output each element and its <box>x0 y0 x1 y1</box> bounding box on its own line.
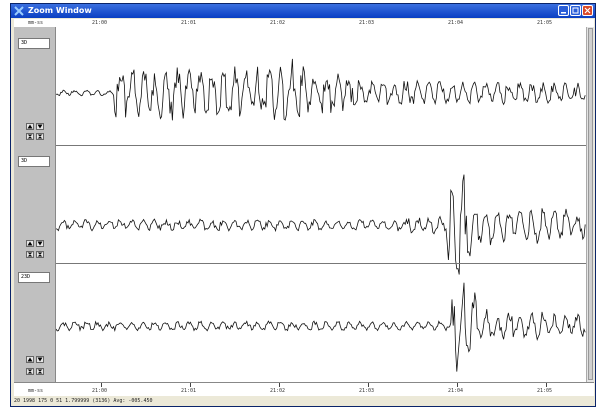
expand-icon <box>27 369 33 374</box>
top-time-axis: mm-ss 21:00 21:01 21:02 21:03 21:04 21:0… <box>14 19 594 27</box>
time-tick-label: 21:00 <box>92 388 108 394</box>
channel-control-panel: 3D 3D 23D <box>14 27 56 382</box>
axis-tick <box>457 383 458 387</box>
axis-tick <box>368 383 369 387</box>
arrow-down-icon <box>37 357 43 362</box>
channel-divider <box>56 145 586 146</box>
status-bar: 20 1998 175 0 51 1.799999 (3136) Avg: -0… <box>14 397 594 406</box>
channel-label: 3D <box>21 158 28 164</box>
status-text: 20 1998 175 0 51 1.799999 (3136) Avg: -0… <box>14 398 153 404</box>
compress-button[interactable] <box>36 368 44 375</box>
bottom-time-axis: mm-ss 21:00 21:01 21:02 21:03 21:04 21:0… <box>14 382 594 396</box>
axis-tick <box>279 383 280 387</box>
close-icon <box>584 7 591 14</box>
scale-up-button[interactable] <box>26 123 34 130</box>
time-tick-label: 21:00 <box>92 20 108 26</box>
arrow-up-icon <box>27 357 33 362</box>
time-tick-label: 21:03 <box>359 20 375 26</box>
scrollbar-thumb[interactable] <box>588 28 593 380</box>
seismogram-traces[interactable] <box>55 27 586 382</box>
waveform-display[interactable] <box>55 27 586 382</box>
compress-icon <box>37 252 43 257</box>
compress-icon <box>37 134 43 139</box>
axis-tick <box>190 383 191 387</box>
scale-down-button[interactable] <box>36 356 44 363</box>
time-tick-label: 21:05 <box>537 388 553 394</box>
scale-down-button[interactable] <box>36 240 44 247</box>
time-tick-label: 21:03 <box>359 388 375 394</box>
time-tick-label: 21:04 <box>448 388 464 394</box>
expand-button[interactable] <box>26 133 34 140</box>
compress-icon <box>37 369 43 374</box>
time-unit-label: mm-ss <box>28 20 44 26</box>
axis-tick <box>101 383 102 387</box>
minimize-icon <box>561 12 566 14</box>
time-tick-label: 21:01 <box>181 20 197 26</box>
time-tick-label: 21:04 <box>448 20 464 26</box>
channel-label: 23D <box>21 274 31 280</box>
waveform-trace-3 <box>55 282 586 372</box>
channel-label-box[interactable]: 3D <box>18 38 50 49</box>
maximize-button[interactable] <box>570 5 581 16</box>
arrow-up-icon <box>27 124 33 129</box>
expand-icon <box>27 252 33 257</box>
zoom-window: Zoom Window mm-ss 21:00 21:01 21:02 21:0… <box>10 3 596 407</box>
expand-button[interactable] <box>26 251 34 258</box>
compress-button[interactable] <box>36 251 44 258</box>
time-tick-label: 21:05 <box>537 20 553 26</box>
minimize-button[interactable] <box>558 5 569 16</box>
vertical-scrollbar[interactable] <box>586 27 594 382</box>
channel-label-box[interactable]: 3D <box>18 156 50 167</box>
app-icon <box>14 6 24 16</box>
title-bar[interactable]: Zoom Window <box>11 4 595 18</box>
scale-up-button[interactable] <box>26 356 34 363</box>
scale-up-button[interactable] <box>26 240 34 247</box>
waveform-trace-1 <box>55 58 586 121</box>
close-button[interactable] <box>582 5 593 16</box>
time-unit-label: mm-ss <box>28 388 44 394</box>
channel-divider <box>56 263 586 264</box>
axis-tick <box>546 383 547 387</box>
expand-icon <box>27 134 33 139</box>
arrow-up-icon <box>27 241 33 246</box>
compress-button[interactable] <box>36 133 44 140</box>
time-tick-label: 21:01 <box>181 388 197 394</box>
scale-down-button[interactable] <box>36 123 44 130</box>
time-tick-label: 21:02 <box>270 388 286 394</box>
expand-button[interactable] <box>26 368 34 375</box>
maximize-icon <box>572 7 579 14</box>
window-title: Zoom Window <box>28 6 92 15</box>
arrow-down-icon <box>37 124 43 129</box>
channel-label: 3D <box>21 40 28 46</box>
channel-label-box[interactable]: 23D <box>18 272 50 283</box>
time-tick-label: 21:02 <box>270 20 286 26</box>
waveform-trace-2 <box>55 174 586 275</box>
arrow-down-icon <box>37 241 43 246</box>
